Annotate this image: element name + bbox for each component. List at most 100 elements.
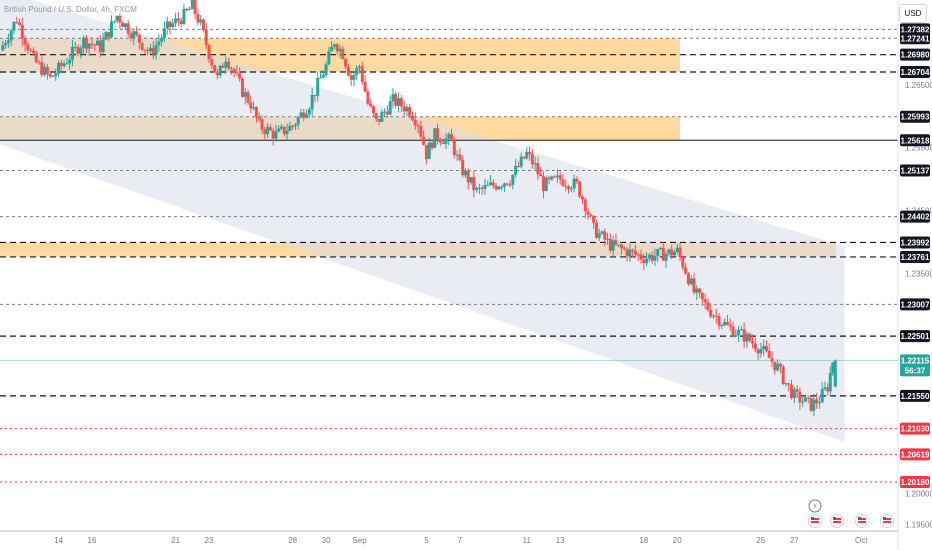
candle-body	[541, 176, 545, 191]
lightning-icon	[808, 499, 822, 513]
candle-body	[20, 24, 24, 39]
candle-body	[475, 188, 479, 191]
candle-body	[371, 106, 375, 114]
candle-body	[572, 178, 576, 189]
candle-body	[642, 259, 646, 264]
candle-body	[603, 231, 607, 240]
flag-stripe	[858, 518, 866, 520]
candle-body	[516, 166, 520, 168]
candle-body	[438, 139, 442, 143]
price-label-bg	[900, 389, 930, 402]
candle-body	[633, 250, 637, 255]
currency-button[interactable]: USD	[899, 4, 927, 23]
candle-body	[441, 142, 445, 144]
candle-body	[235, 72, 239, 74]
candle-body	[6, 40, 10, 44]
candle-body	[661, 247, 665, 261]
candle-body	[232, 69, 236, 73]
candle-body	[383, 111, 387, 113]
candle-body	[776, 363, 780, 371]
candle-body	[497, 186, 501, 190]
candle-body	[455, 154, 459, 156]
candle-body	[151, 47, 155, 55]
candle-body	[745, 333, 749, 342]
candle-body	[68, 59, 72, 64]
candle-body	[45, 66, 49, 74]
candle-body	[293, 124, 297, 127]
candle-body	[555, 175, 559, 178]
candle-body	[500, 186, 504, 188]
candle-body	[215, 72, 219, 76]
candle-body	[59, 62, 63, 67]
candle-body	[65, 63, 69, 65]
x-tick-label: 16	[88, 536, 97, 545]
candle-body	[597, 233, 601, 238]
candle-body	[37, 62, 41, 64]
flag-stripe	[833, 518, 841, 520]
candle-body	[249, 102, 253, 109]
price-label-bg	[900, 110, 930, 123]
candle-body	[149, 47, 153, 52]
candle-body	[550, 176, 554, 180]
flag-stripe	[811, 521, 819, 523]
economic-events[interactable]: ⚡	[808, 499, 894, 528]
candle-body	[564, 185, 568, 187]
candle-body	[31, 50, 35, 53]
x-tick-label: 20	[673, 536, 682, 545]
candle-body	[327, 51, 331, 65]
candle-body	[469, 177, 473, 183]
candle-body	[84, 37, 88, 49]
candle-body	[486, 184, 490, 186]
candle-body	[51, 76, 55, 78]
x-tick-label: 27	[790, 536, 799, 545]
candle-body	[160, 37, 164, 42]
price-label: 1.23761	[901, 253, 930, 262]
price-label: 1.23992	[901, 238, 930, 247]
candle-body	[313, 95, 317, 97]
candle-body	[137, 34, 141, 43]
candle-body	[87, 43, 91, 49]
candle-body	[246, 92, 250, 103]
candle-body	[583, 199, 587, 212]
y-tick-label: 1.26500	[905, 81, 932, 90]
candle-body	[299, 112, 303, 118]
candle-body	[349, 75, 353, 80]
candle-body	[528, 152, 532, 155]
candle-body	[40, 62, 44, 75]
flag-canton	[858, 517, 861, 520]
candle-body	[101, 39, 105, 52]
candle-body	[307, 109, 311, 115]
candle-body	[631, 249, 635, 251]
candle-body	[672, 252, 676, 256]
candle-body	[176, 18, 180, 21]
candle-body	[667, 249, 671, 254]
candle-body	[282, 126, 286, 134]
candle-body	[369, 103, 373, 107]
candle-body	[171, 23, 175, 28]
candle-body	[374, 113, 378, 119]
candle-body	[525, 152, 529, 159]
candle-body	[801, 401, 805, 403]
candle-body	[204, 29, 208, 46]
flag-canton	[883, 517, 886, 520]
candle-body	[285, 130, 289, 134]
candle-body	[620, 244, 624, 249]
price-label-bg	[900, 250, 930, 263]
candle-body	[405, 107, 409, 112]
candle-body	[809, 397, 813, 411]
candlesticks	[1, 0, 837, 417]
candle-body	[547, 177, 551, 180]
candle-body	[773, 361, 777, 371]
price-label-bg	[900, 134, 930, 147]
x-tick-label: 23	[205, 536, 214, 545]
candle-body	[450, 134, 454, 140]
candle-body	[410, 115, 414, 120]
candle-body	[109, 21, 113, 38]
candle-body	[636, 254, 640, 256]
candle-body	[196, 14, 200, 23]
candle-body	[279, 126, 283, 129]
candle-body	[190, 0, 194, 10]
candle-body	[12, 21, 16, 31]
candle-body	[121, 22, 125, 28]
